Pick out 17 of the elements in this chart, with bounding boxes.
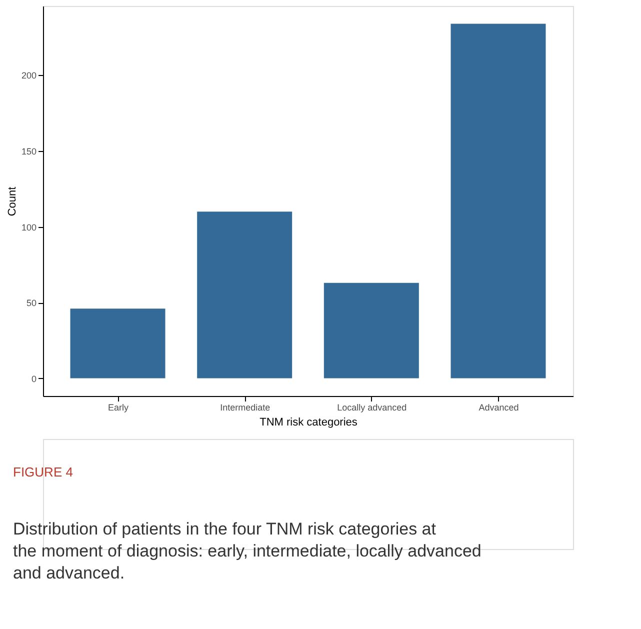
y-tick-label: 0: [31, 374, 36, 384]
x-tick-label: Advanced: [478, 402, 519, 412]
x-tick-label: Intermediate: [220, 402, 270, 412]
caption: FIGURE 4: [13, 464, 73, 480]
x-axis-title: TNM risk categories: [260, 416, 358, 428]
x-tick-label: Early: [108, 402, 130, 412]
y-tick-label: 100: [21, 222, 36, 232]
text: Distribution of patients in the four TNM risk categories at the moment of diagnosis: early, intermediate, locally advanced and advanced.: [13, 520, 482, 582]
y-tick-label: 150: [21, 146, 36, 156]
x-tick-label: Locally advanced: [337, 402, 407, 412]
bar: [450, 24, 546, 378]
bar: [70, 308, 166, 378]
y-axis-title: Count: [6, 186, 18, 216]
y-tick-label: 50: [26, 298, 36, 308]
y-tick-label: 200: [21, 70, 36, 81]
bar: [197, 212, 292, 378]
bar: [324, 282, 419, 378]
